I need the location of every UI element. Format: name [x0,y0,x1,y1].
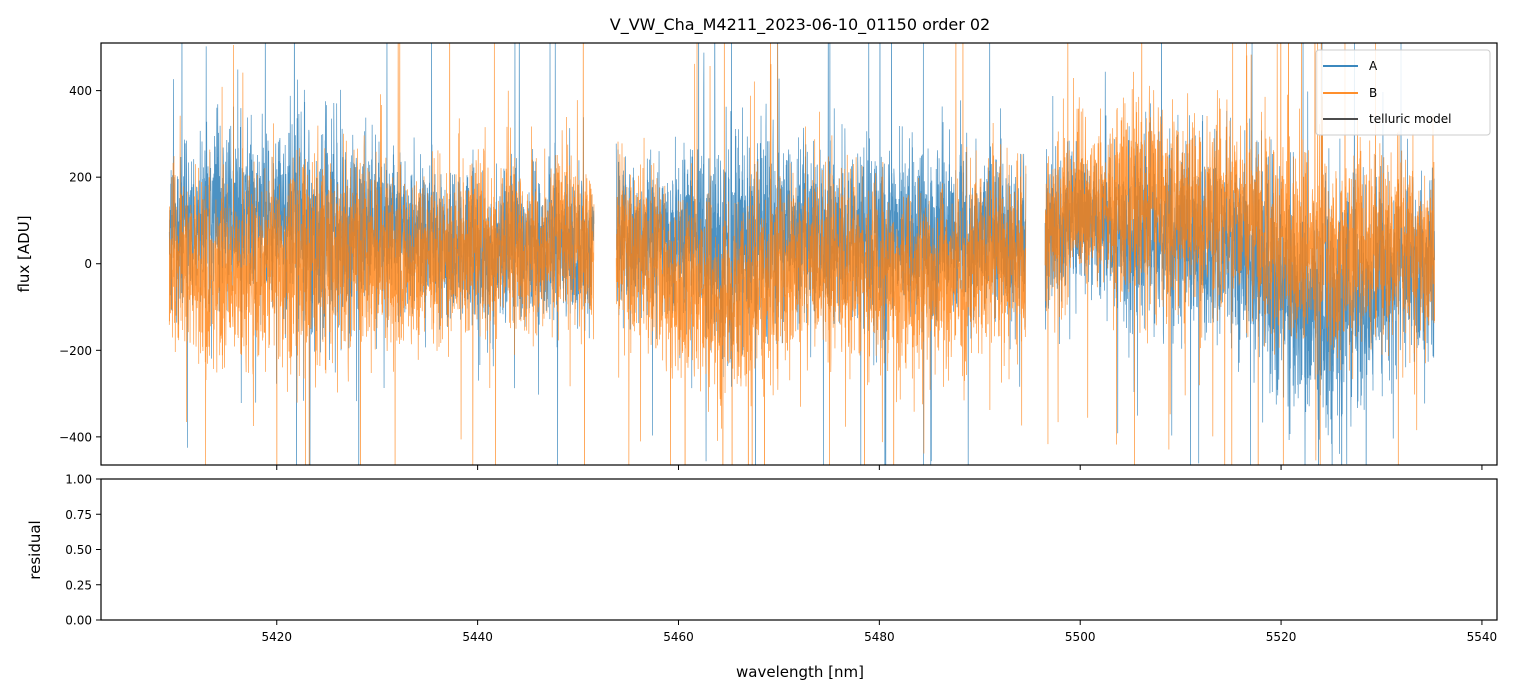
legend-label-telluric-model: telluric model [1369,112,1451,126]
residual-x-tick-label: 5520 [1266,630,1297,644]
flux-y-tick-label: −200 [59,344,92,358]
residual-x-tick-label: 5480 [864,630,895,644]
flux-y-tick-label: 0 [84,257,92,271]
legend-label-a: A [1369,59,1378,73]
flux-y-tick-label: −400 [59,430,92,444]
residual-y-ticks: 0.00 0.25 0.50 0.75 1.00 [65,473,101,628]
chart-title: V_VW_Cha_M4211_2023-06-10_01150 order 02 [610,15,990,35]
legend-label-b: B [1369,86,1377,100]
residual-y-tick-label: 0.00 [65,614,92,628]
residual-x-tick-label: 5420 [261,630,292,644]
residual-y-tick-label: 1.00 [65,473,92,487]
residual-x-tick-label: 5440 [462,630,493,644]
flux-y-ticks: −400 −200 0 200 400 [59,84,101,444]
residual-x-tick-label: 5500 [1065,630,1096,644]
flux-panel: −400 −200 0 200 400 flux [ADU] A B telluric … [15,42,1498,470]
residual-y-tick-label: 0.75 [65,508,92,522]
residual-x-tick-label: 5460 [663,630,694,644]
flux-axes-frame [100,42,1498,466]
series-line-b [168,43,1435,465]
flux-x-ticks [276,465,1483,470]
flux-y-axis-label: flux [ADU] [15,215,33,292]
residual-y-tick-label: 0.25 [65,578,92,592]
residual-y-tick-label: 0.50 [65,543,92,557]
residual-x-tick-label: 5540 [1467,630,1498,644]
legend: A B telluric model [1315,49,1491,136]
residual-x-ticks: 5420 5440 5460 5480 5500 5520 5540 [261,620,1497,644]
flux-y-tick-label: 200 [69,171,92,185]
residual-axes-frame [100,478,1498,621]
residual-y-axis-label: residual [26,520,44,579]
legend-frame [1315,49,1491,136]
residual-panel: 0.00 0.25 0.50 0.75 1.00 5420 5440 5460 5480 550… [26,473,1498,681]
x-axis-label: wavelength [nm] [736,663,864,681]
flux-data [168,43,1435,465]
flux-y-tick-label: 400 [69,84,92,98]
